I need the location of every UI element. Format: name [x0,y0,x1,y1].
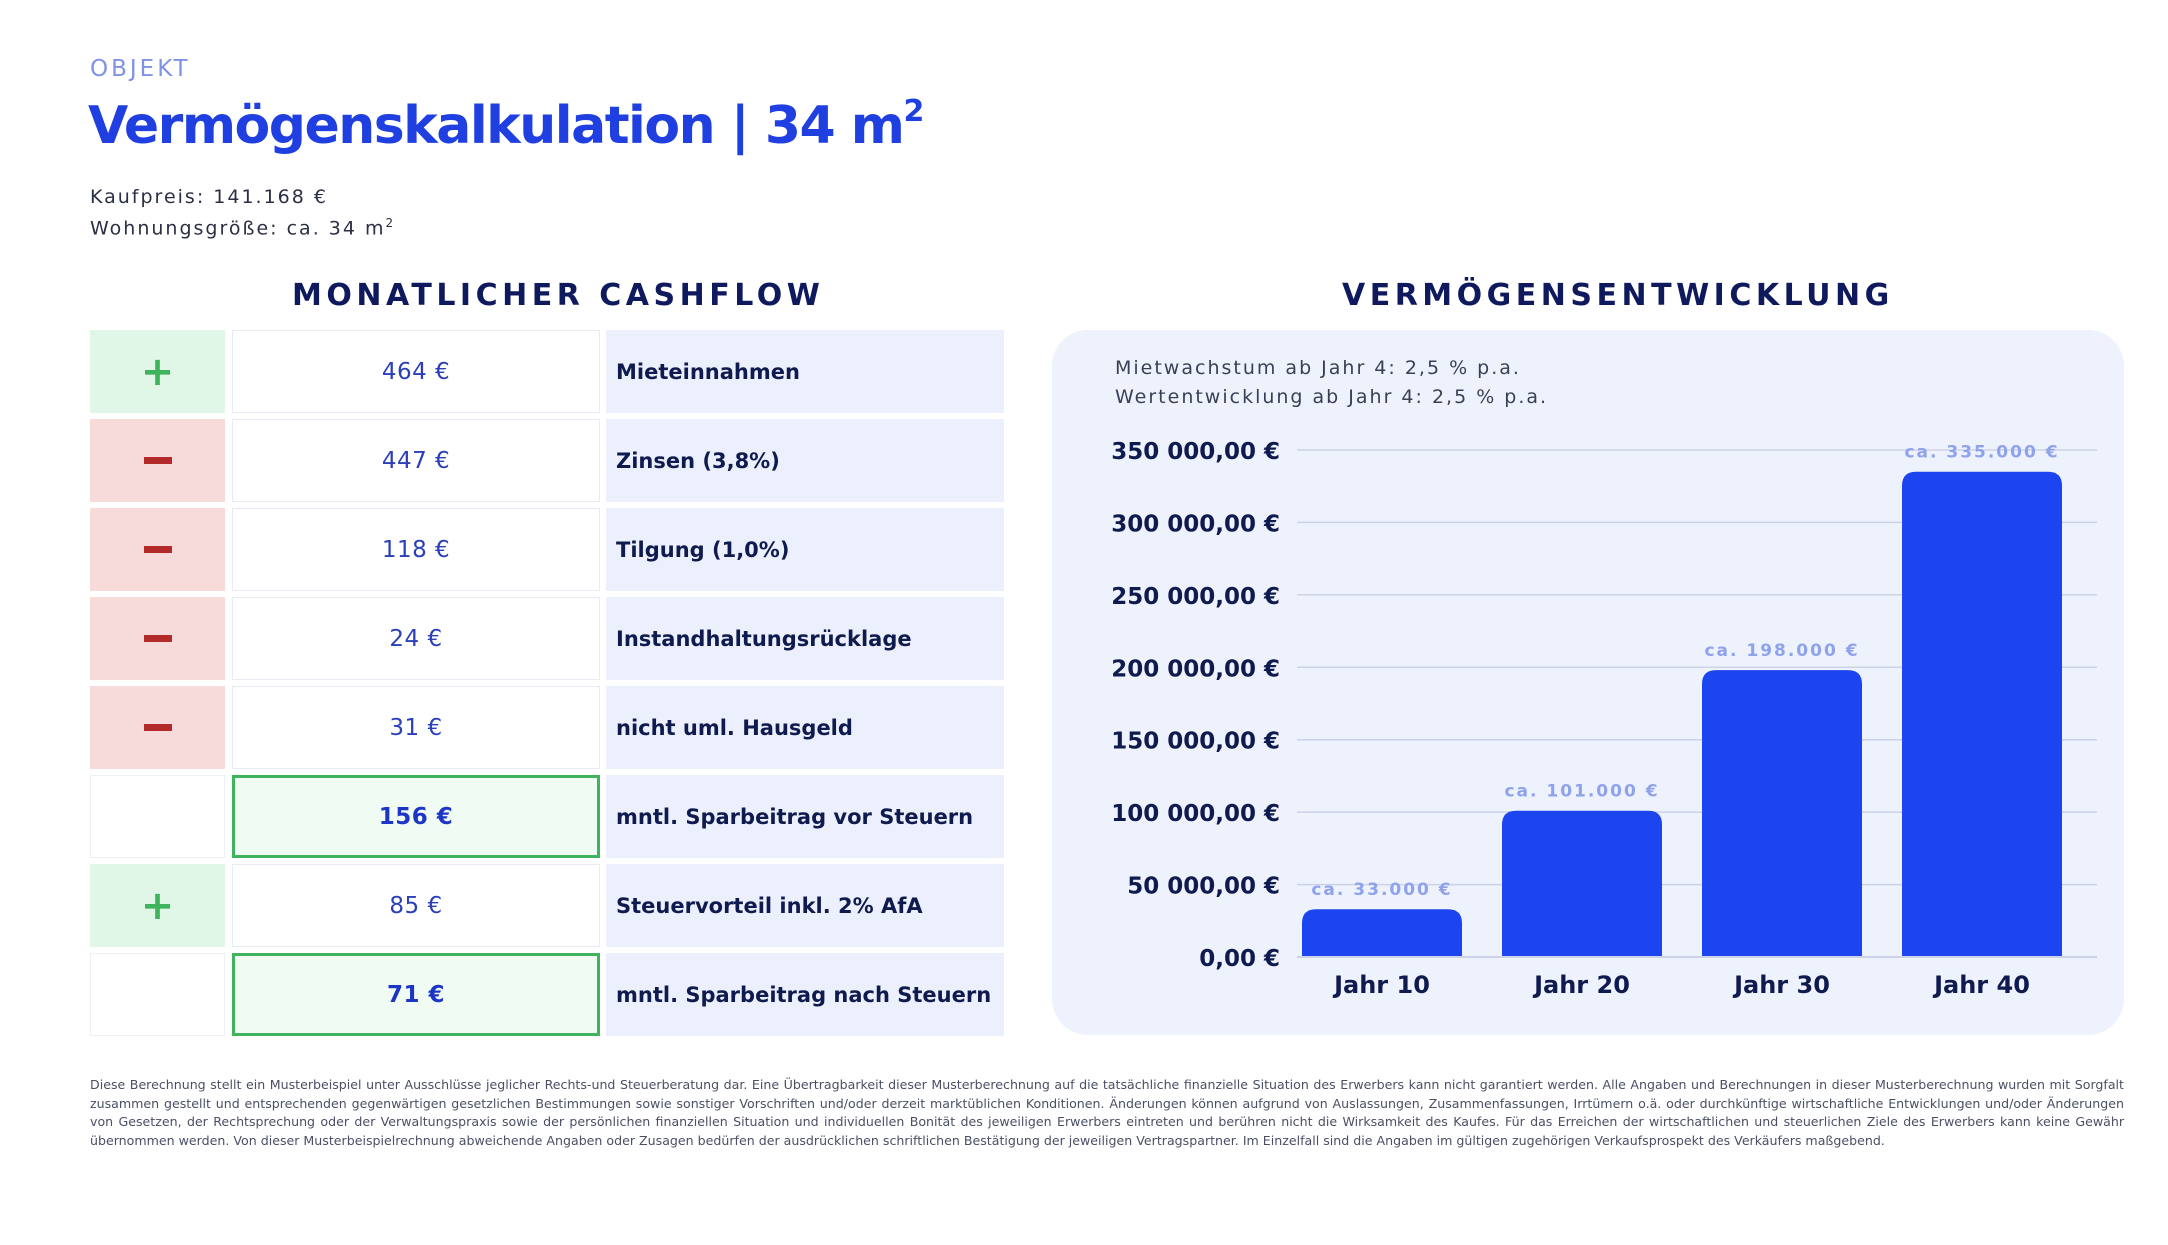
y-tick-label: 150 000,00 € [1111,729,1280,755]
minus-icon [143,635,172,642]
cashflow-row: +464 € Mieteinnahmen [90,330,1004,413]
y-tick-label: 100 000,00 € [1111,801,1280,827]
cashflow-row: 156 € mntl. Sparbeitrag vor Steuern [90,775,1004,858]
bar-data-label: ca. 335.000 € [1904,443,2059,463]
y-tick-label: 0,00 € [1199,946,1280,972]
minus-icon [143,546,172,553]
eyebrow-label: OBJEKT [90,56,191,82]
y-tick-label: 350 000,00 € [1111,439,1280,465]
cashflow-row: 71 € mntl. Sparbeitrag nach Steuern [90,953,1004,1036]
cashflow-sign-cell [90,419,225,502]
cashflow-sign-cell [90,508,225,591]
y-tick-label: 250 000,00 € [1111,584,1280,610]
cashflow-table: +464 € Mieteinnahmen 447 € Zinsen (3,8%) 118… [90,330,1004,1042]
cashflow-row: +85 € Steuervorteil inkl. 2% AfA [90,864,1004,947]
chart-note-rent-growth: Mietwachstum ab Jahr 4: 2,5 % p.a. [1115,357,1521,379]
cashflow-label: Instandhaltungsrücklage [606,597,1004,680]
bar-data-label: ca. 33.000 € [1311,880,1452,900]
disclaimer-text: Diese Berechnung stellt ein Musterbeispi… [90,1077,2124,1148]
wohnungsgroesse-superscript: 2 [385,216,396,230]
cashflow-amount: 118 € [232,508,600,591]
cashflow-label: Mieteinnahmen [606,330,1004,413]
x-tick-label: Jahr 30 [1732,971,1830,999]
cashflow-amount: 71 € [232,953,600,1036]
page-title: Vermögenskalkulation | 34 m2 [88,93,924,156]
page-title-text: Vermögenskalkulation | 34 m [88,96,905,156]
y-tick-label: 200 000,00 € [1111,656,1280,682]
x-tick-label: Jahr 10 [1332,971,1430,999]
cashflow-row: 24 € Instandhaltungsrücklage [90,597,1004,680]
bar [1902,471,2062,957]
kaufpreis-text: Kaufpreis: 141.168 € [90,186,328,208]
wealth-bar-chart: 0,00 € 50 000,00 € 100 000,00 € 150 000,00 … [1111,439,2097,999]
cashflow-row: 118 € Tilgung (1,0%) [90,508,1004,591]
cashflow-amount: 447 € [232,419,600,502]
cashflow-sign-cell [90,597,225,680]
cashflow-sign-cell [90,953,225,1036]
cashflow-amount: 156 € [232,775,600,858]
cashflow-label: mntl. Sparbeitrag vor Steuern [606,775,1004,858]
minus-icon [143,457,172,464]
cashflow-row: 31 € nicht uml. Hausgeld [90,686,1004,769]
bar [1302,909,1462,957]
cashflow-sign-cell: + [90,330,225,413]
chart-note-value-growth: Wertentwicklung ab Jahr 4: 2,5 % p.a. [1115,386,1549,408]
bar [1702,670,1862,957]
wohnungsgroesse: Wohnungsgröße: ca. 34 m2 [90,216,395,239]
x-tick-label: Jahr 40 [1932,971,2030,999]
cashflow-label: nicht uml. Hausgeld [606,686,1004,769]
wohnungsgroesse-text: Wohnungsgröße: ca. 34 m [90,217,386,240]
cashflow-title: MONATLICHER CASHFLOW [292,278,825,313]
cashflow-row: 447 € Zinsen (3,8%) [90,419,1004,502]
cashflow-amount: 85 € [232,864,600,947]
cashflow-sign-cell: + [90,864,225,947]
bar [1502,810,1662,957]
plus-icon: + [140,882,175,929]
cashflow-amount: 31 € [232,686,600,769]
minus-icon [143,724,172,731]
cashflow-sign-cell [90,775,225,858]
cashflow-amount: 24 € [232,597,600,680]
wealth-title: VERMÖGENSENTWICKLUNG [1342,278,1894,313]
plus-icon: + [140,348,175,395]
cashflow-label: mntl. Sparbeitrag nach Steuern [606,953,1004,1036]
page-title-superscript: 2 [903,93,924,129]
cashflow-amount: 464 € [232,330,600,413]
cashflow-sign-cell [90,686,225,769]
bar-data-label: ca. 101.000 € [1504,782,1659,802]
y-tick-label: 50 000,00 € [1127,874,1280,900]
cashflow-label: Zinsen (3,8%) [606,419,1004,502]
cashflow-label: Tilgung (1,0%) [606,508,1004,591]
bar-data-label: ca. 198.000 € [1704,641,1859,661]
x-tick-label: Jahr 20 [1532,971,1630,999]
y-tick-label: 300 000,00 € [1111,511,1280,537]
cashflow-label: Steuervorteil inkl. 2% AfA [606,864,1004,947]
